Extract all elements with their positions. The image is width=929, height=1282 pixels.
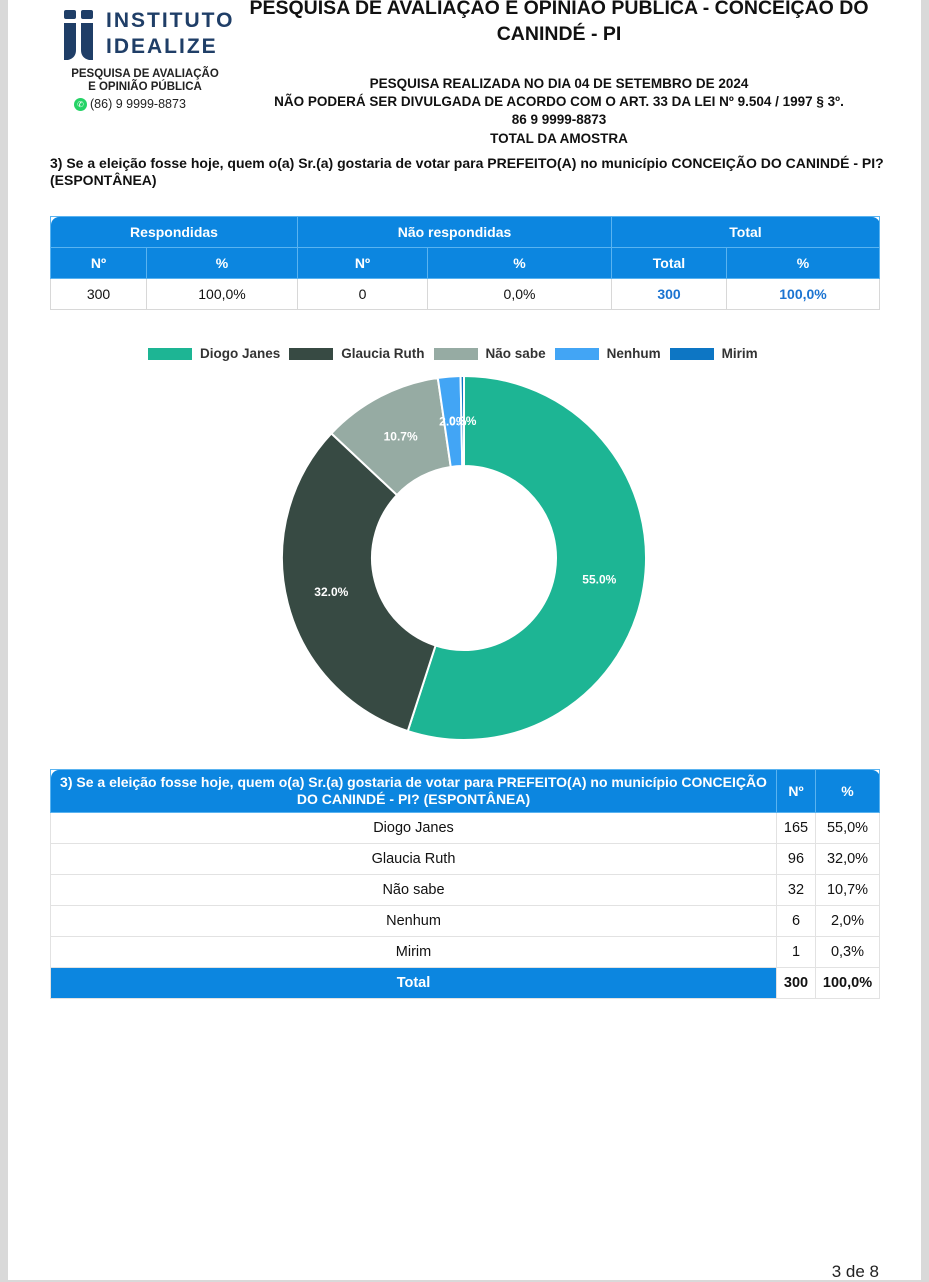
summary-cell: 100,0%: [146, 278, 298, 310]
results-header-n: Nº: [776, 769, 816, 813]
group-header-nao-respondidas: Não respondidas: [297, 216, 612, 248]
table-total-row: Total 300 100,0%: [50, 967, 880, 999]
legend-item: Nenhum: [554, 346, 661, 361]
legend-label: Nenhum: [606, 346, 661, 361]
total-label: Total: [50, 967, 777, 999]
row-pct: 0,3%: [815, 936, 880, 968]
survey-date: PESQUISA REALIZADA NO DIA 04 DE SETEMBRO…: [369, 76, 749, 91]
row-name: Glaucia Ruth: [50, 843, 777, 875]
results-header-pct: %: [815, 769, 880, 813]
total-n: 300: [776, 967, 816, 999]
legend-item: Glaucia Ruth: [289, 346, 425, 361]
legend-item: Não sabe: [433, 346, 546, 361]
subheader-total: Total: [611, 247, 727, 279]
subheader-pct: %: [427, 247, 612, 279]
logo-phone-number: (86) 9 9999-8873: [90, 97, 186, 111]
page-title-line2: CANINDÉ - PI: [496, 23, 622, 45]
legend-item: Mirim: [669, 346, 758, 361]
donut-data-label: 2.0%: [439, 414, 467, 428]
logo-name-line1: INSTITUTO: [106, 9, 235, 32]
row-pct: 10,7%: [815, 874, 880, 906]
row-pct: 2,0%: [815, 905, 880, 937]
legend-swatch: [669, 347, 714, 360]
table-row: Diogo Janes 165 55,0%: [50, 812, 880, 844]
legal-notice: NÃO PODERÁ SER DIVULGADA DE ACORDO COM O…: [274, 94, 844, 109]
logo-tagline-line2: E OPINIÃO PÚBLICA: [88, 81, 202, 93]
legend-swatch: [148, 347, 192, 360]
legend-label: Não sabe: [485, 346, 546, 361]
donut-slice-glaucia-ruth: [281, 431, 437, 733]
legend-swatch: [289, 347, 334, 360]
summary-cell: 300: [50, 278, 147, 310]
donut-slice-mirim: [459, 374, 465, 468]
summary-cell: 0,0%: [427, 278, 612, 310]
legend-swatch: [554, 347, 599, 360]
chart-legend: Diogo Janes Glaucia Ruth Não sabe Nenhum…: [148, 346, 767, 361]
legend-swatch: [433, 347, 478, 360]
row-name: Não sabe: [50, 874, 777, 906]
row-n: 6: [776, 905, 816, 937]
contact-number: 86 9 9999-8873: [511, 112, 607, 127]
results-header-question: 3) Se a eleição fosse hoje, quem o(a) Sr…: [50, 769, 777, 813]
legend-item: Diogo Janes: [148, 346, 280, 361]
summary-cell: 300: [611, 278, 727, 310]
donut-chart: 55.0% 32.0% 10.7% 2.0%0.3%: [281, 374, 647, 741]
legend-label: Mirim: [721, 346, 758, 361]
row-n: 32: [776, 874, 816, 906]
row-n: 1: [776, 936, 816, 968]
group-header-respondidas: Respondidas: [50, 216, 298, 248]
legend-label: Diogo Janes: [200, 346, 281, 361]
summary-table: Respondidas Não respondidas Total Nº % N…: [50, 216, 880, 310]
table-row: Nenhum 6 2,0%: [50, 905, 880, 937]
document-page: INSTITUTO IDEALIZE PESQUISA DE AVALIAÇÃO…: [8, 0, 921, 1281]
legend-label: Glaucia Ruth: [341, 346, 425, 361]
sample-label: TOTAL DA AMOSTRA: [490, 131, 628, 146]
table-row: Não sabe 32 10,7%: [50, 874, 880, 906]
table-row: Glaucia Ruth 96 32,0%: [50, 843, 880, 875]
total-pct: 100,0%: [815, 967, 880, 999]
subheader-n: Nº: [50, 247, 147, 279]
row-pct: 32,0%: [815, 843, 880, 875]
summary-cell: 0: [297, 278, 428, 310]
row-name: Diogo Janes: [50, 812, 777, 844]
whatsapp-icon: ✆: [74, 97, 87, 111]
donut-data-label: 10.7%: [384, 430, 418, 444]
subheader-pct: %: [146, 247, 298, 279]
row-name: Nenhum: [50, 905, 777, 937]
logo-tagline-line1: PESQUISA DE AVALIAÇÃO: [71, 68, 219, 80]
row-name: Mirim: [50, 936, 777, 968]
donut-data-label: 0.3%: [449, 414, 477, 428]
donut-data-label: 32.0%: [314, 585, 348, 599]
row-n: 165: [776, 812, 816, 844]
results-table: 3) Se a eleição fosse hoje, quem o(a) Sr…: [50, 769, 880, 999]
page-number: 3 de 8: [831, 1262, 879, 1281]
question-text: 3) Se a eleição fosse hoje, quem o(a) Sr…: [50, 155, 884, 188]
logo-phone: ✆ (86) 9 9999-8873: [74, 97, 186, 111]
donut-data-label: 55.0%: [582, 572, 616, 586]
row-n: 96: [776, 843, 816, 875]
page-title-line1: PESQUISA DE AVALIAÇÃO E OPINIÃO PÚBLICA …: [249, 0, 869, 19]
logo-name-line2: IDEALIZE: [106, 35, 218, 58]
row-pct: 55,0%: [815, 812, 880, 844]
summary-cell: 100,0%: [726, 278, 880, 310]
table-row: Mirim 1 0,3%: [50, 936, 880, 968]
donut-slice-diogo-janes: [406, 374, 647, 741]
subheader-n: Nº: [297, 247, 428, 279]
group-header-total: Total: [611, 216, 880, 248]
institute-logo-icon: [64, 10, 93, 60]
subheader-pct: %: [726, 247, 880, 279]
